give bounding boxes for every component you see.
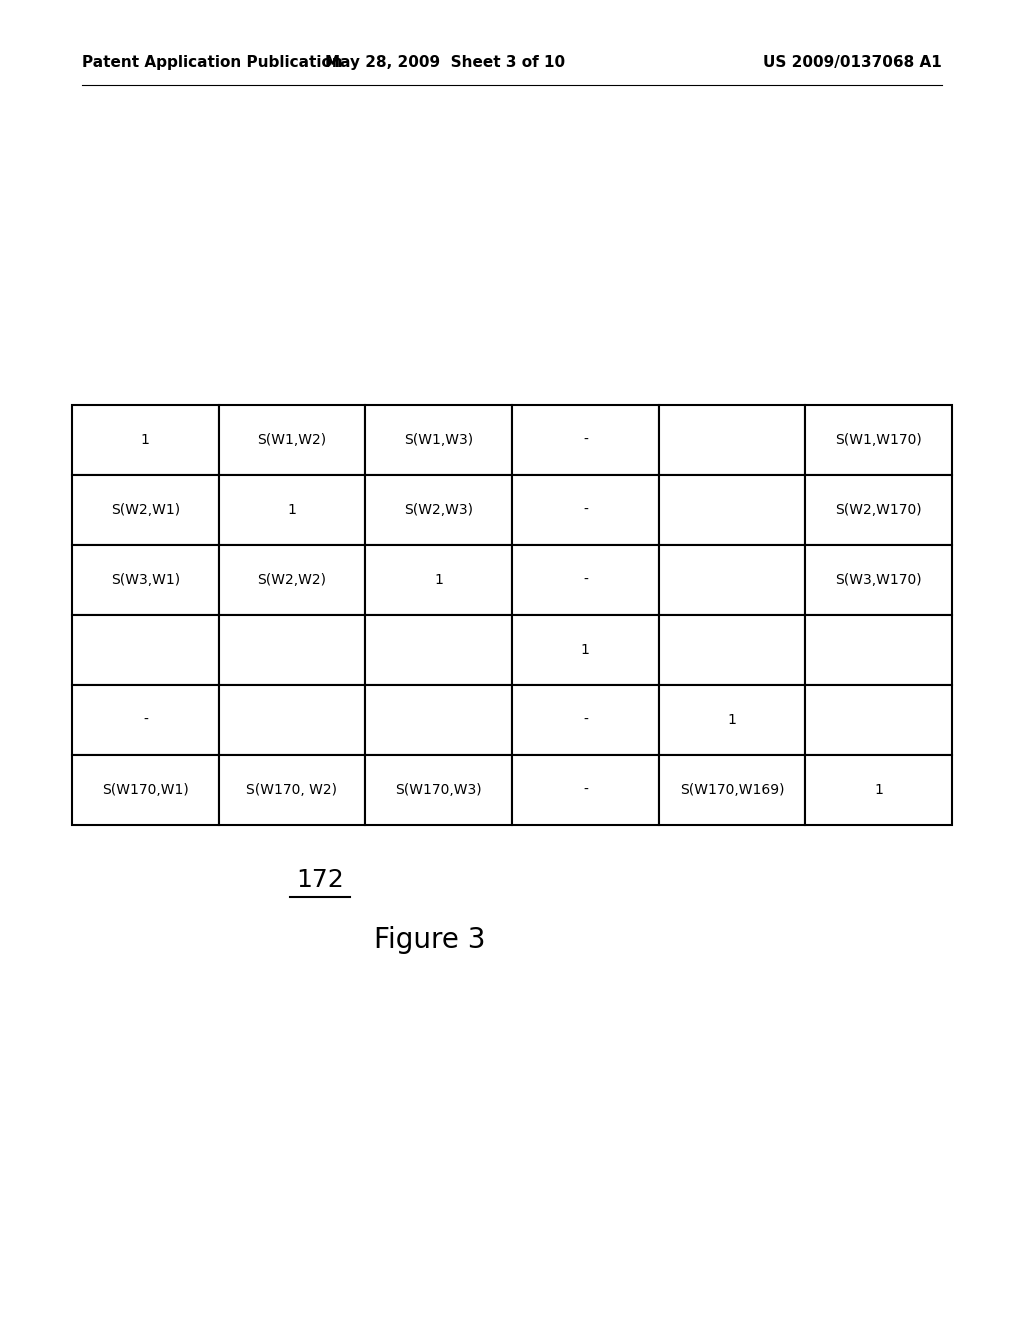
Bar — [658, 405, 805, 475]
Text: US 2009/0137068 A1: US 2009/0137068 A1 — [763, 54, 942, 70]
Text: -: - — [583, 503, 588, 517]
Bar — [805, 755, 952, 825]
Bar — [512, 615, 658, 685]
Bar — [805, 405, 952, 475]
Text: -: - — [583, 713, 588, 727]
Bar — [219, 685, 366, 755]
Bar — [658, 755, 805, 825]
Text: -: - — [143, 713, 147, 727]
Text: -: - — [583, 783, 588, 797]
Bar — [658, 685, 805, 755]
Text: -: - — [583, 433, 588, 447]
Bar — [72, 405, 219, 475]
Text: 1: 1 — [288, 503, 296, 517]
Bar — [366, 405, 512, 475]
Text: S(W170,W1): S(W170,W1) — [102, 783, 188, 797]
Bar — [366, 545, 512, 615]
Text: May 28, 2009  Sheet 3 of 10: May 28, 2009 Sheet 3 of 10 — [325, 54, 565, 70]
Bar — [658, 475, 805, 545]
Text: S(W3,W170): S(W3,W170) — [836, 573, 922, 587]
Bar — [512, 545, 658, 615]
Bar — [512, 475, 658, 545]
Text: S(W1,W170): S(W1,W170) — [836, 433, 922, 447]
Bar — [219, 615, 366, 685]
Bar — [72, 615, 219, 685]
Text: 1: 1 — [874, 783, 883, 797]
Text: Figure 3: Figure 3 — [374, 927, 485, 954]
Text: -: - — [583, 573, 588, 587]
Text: S(W3,W1): S(W3,W1) — [111, 573, 180, 587]
Bar — [219, 545, 366, 615]
Bar — [512, 685, 658, 755]
Bar — [72, 475, 219, 545]
Bar — [72, 755, 219, 825]
Text: Patent Application Publication: Patent Application Publication — [82, 54, 343, 70]
Bar — [72, 685, 219, 755]
Bar — [805, 685, 952, 755]
Text: S(W170,W3): S(W170,W3) — [395, 783, 482, 797]
Bar — [366, 615, 512, 685]
Text: S(W2,W2): S(W2,W2) — [257, 573, 327, 587]
Text: 1: 1 — [434, 573, 443, 587]
Bar — [219, 405, 366, 475]
Bar — [72, 545, 219, 615]
Bar — [366, 685, 512, 755]
Text: S(W1,W3): S(W1,W3) — [404, 433, 473, 447]
Text: 1: 1 — [141, 433, 150, 447]
Text: S(W2,W3): S(W2,W3) — [404, 503, 473, 517]
Bar — [658, 615, 805, 685]
Text: 172: 172 — [296, 869, 344, 892]
Bar — [512, 755, 658, 825]
Bar — [366, 475, 512, 545]
Text: S(W2,W170): S(W2,W170) — [836, 503, 922, 517]
Bar — [805, 545, 952, 615]
Bar — [219, 755, 366, 825]
Text: S(W2,W1): S(W2,W1) — [111, 503, 180, 517]
Text: S(W170,W169): S(W170,W169) — [680, 783, 784, 797]
Text: 1: 1 — [728, 713, 736, 727]
Bar — [512, 405, 658, 475]
Bar — [805, 475, 952, 545]
Bar — [219, 475, 366, 545]
Text: 1: 1 — [581, 643, 590, 657]
Bar — [658, 545, 805, 615]
Text: S(W1,W2): S(W1,W2) — [257, 433, 327, 447]
Text: S(W170, W2): S(W170, W2) — [247, 783, 338, 797]
Bar — [366, 755, 512, 825]
Bar — [805, 615, 952, 685]
